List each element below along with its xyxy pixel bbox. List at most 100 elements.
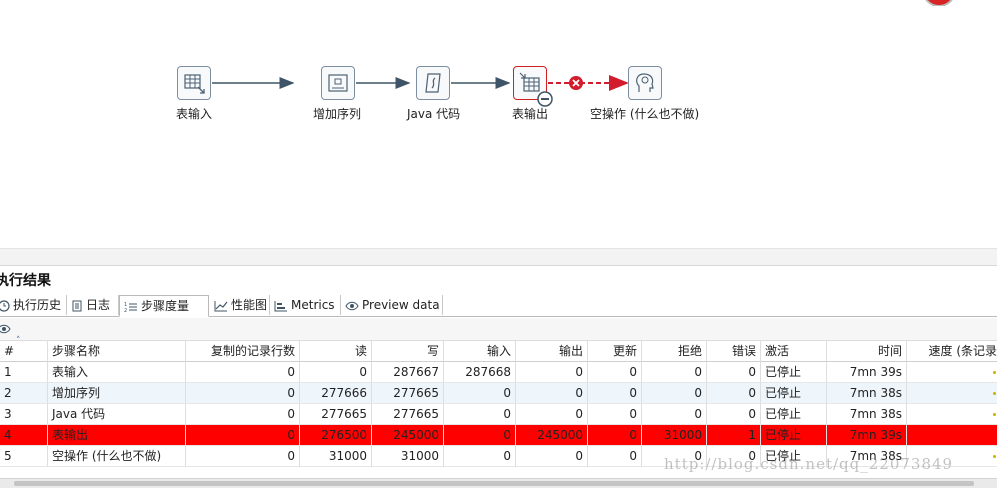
table-cell: 0 bbox=[516, 404, 588, 425]
column-header[interactable]: 输入 bbox=[444, 341, 516, 362]
transformation-canvas[interactable]: 表输入 增加序列 Java 代码 表输出 空操作 ( bbox=[0, 0, 997, 248]
table-cell: 276500 bbox=[300, 425, 372, 446]
table-cell: 0 bbox=[444, 425, 516, 446]
tab-performance-chart[interactable]: 性能图 bbox=[210, 295, 270, 315]
panel-title: 执行结果 bbox=[0, 273, 51, 289]
error-status-icon bbox=[537, 91, 553, 107]
table-cell: 0 bbox=[707, 362, 761, 383]
table-cell: 0 bbox=[444, 404, 516, 425]
column-header[interactable]: 复制的记录行数 bbox=[186, 341, 300, 362]
panel-splitter[interactable] bbox=[0, 248, 997, 266]
table-cell: 0 bbox=[186, 404, 300, 425]
tab-step-metrics[interactable]: 1 2 步骤度量 bbox=[119, 295, 209, 317]
results-tabs: 执行历史 日志 1 2 步骤度量 性能图 Metrics Preview data bbox=[0, 295, 997, 317]
table-cell: 277665 bbox=[300, 404, 372, 425]
tab-preview-data[interactable]: Preview data bbox=[341, 295, 443, 315]
table-cell: 0 bbox=[642, 404, 707, 425]
table-cell: 0 bbox=[642, 362, 707, 383]
svg-text:1: 1 bbox=[124, 302, 127, 308]
table-row[interactable]: 3 Java 代码 0 277665 277665 0 0 0 0 0 已停止 7mn 38s bbox=[0, 404, 997, 425]
tab-label: 步骤度量 bbox=[141, 299, 190, 313]
column-header[interactable]: 更新 bbox=[588, 341, 642, 362]
speed-indicator-icon bbox=[993, 413, 996, 416]
table-cell: 287667 bbox=[372, 362, 444, 383]
table-cell bbox=[907, 446, 997, 467]
table-cell: 0 bbox=[444, 446, 516, 467]
step-label-java-code: Java 代码 bbox=[407, 107, 461, 121]
table-cell: 0 bbox=[588, 446, 642, 467]
step-label-dummy: 空操作 (什么也不做) bbox=[590, 107, 700, 121]
close-badge-icon[interactable] bbox=[920, 0, 958, 6]
table-cell: 1 bbox=[0, 362, 48, 383]
table-cell: 245000 bbox=[516, 425, 588, 446]
table-cell: 0 bbox=[707, 446, 761, 467]
svg-text:2: 2 bbox=[124, 308, 127, 313]
hop-connections bbox=[212, 75, 629, 91]
tab-metrics[interactable]: Metrics bbox=[270, 295, 341, 315]
tab-label: 执行历史 bbox=[13, 298, 62, 312]
table-cell: 0 bbox=[588, 362, 642, 383]
scrollbar-thumb[interactable] bbox=[14, 481, 974, 486]
step-metrics-icon: 12 bbox=[124, 302, 137, 313]
eye-icon[interactable] bbox=[0, 323, 11, 335]
results-toolbar bbox=[0, 318, 997, 341]
step-java-code[interactable] bbox=[416, 66, 450, 100]
table-cell: 0 bbox=[186, 383, 300, 404]
table-cell: 31000 bbox=[372, 446, 444, 467]
table-cell: 0 bbox=[642, 446, 707, 467]
sort-asc-icon: ˄ bbox=[16, 336, 21, 346]
table-cell bbox=[907, 404, 997, 425]
speed-indicator-icon bbox=[993, 392, 996, 395]
history-icon bbox=[0, 299, 10, 312]
table-cell: 0 bbox=[516, 446, 588, 467]
tab-execution-history[interactable]: 执行历史 bbox=[0, 295, 67, 315]
column-header[interactable]: 激活 bbox=[761, 341, 827, 362]
table-output-icon bbox=[519, 72, 540, 92]
column-header[interactable]: 速度 (条记录 bbox=[907, 341, 997, 362]
column-header[interactable]: 输出 bbox=[516, 341, 588, 362]
table-cell: 已停止 bbox=[761, 446, 827, 467]
table-row[interactable]: 5 空操作 (什么也不做) 0 31000 31000 0 0 0 0 0 已停止 7mn 38s bbox=[0, 446, 997, 467]
table-cell: 0 bbox=[588, 425, 642, 446]
table-cell bbox=[907, 362, 997, 383]
table-row[interactable]: 1 表输入 0 0 287667 287668 0 0 0 0 已停止 7mn 39s bbox=[0, 362, 997, 383]
table-cell: 1 bbox=[707, 425, 761, 446]
table-cell: 0 bbox=[300, 362, 372, 383]
tab-label: 性能图 bbox=[231, 298, 268, 312]
step-table-input[interactable] bbox=[177, 66, 211, 100]
step-table-output[interactable] bbox=[513, 66, 547, 100]
table-cell: 已停止 bbox=[761, 383, 827, 404]
column-header[interactable]: 步骤名称 bbox=[48, 341, 186, 362]
column-header[interactable]: 拒绝 bbox=[642, 341, 707, 362]
table-cell: 277665 bbox=[372, 383, 444, 404]
table-cell: 3 bbox=[0, 404, 48, 425]
table-cell: 0 bbox=[642, 383, 707, 404]
table-cell: 4 bbox=[0, 425, 48, 446]
java-code-icon bbox=[425, 73, 441, 93]
table-cell: 31000 bbox=[300, 446, 372, 467]
error-hop-icon bbox=[569, 76, 583, 90]
column-header[interactable]: # bbox=[0, 341, 48, 362]
table-cell: 空操作 (什么也不做) bbox=[48, 446, 186, 467]
horizontal-scrollbar[interactable] bbox=[0, 478, 997, 488]
column-header[interactable]: 错误 bbox=[707, 341, 761, 362]
table-cell: 2 bbox=[0, 383, 48, 404]
step-dummy[interactable] bbox=[628, 66, 662, 100]
step-label-table-input: 表输入 bbox=[176, 107, 213, 121]
watermark: http://blog.csdn.net/qq_22073849 bbox=[664, 455, 954, 473]
table-header-row: # 步骤名称 复制的记录行数读写输入 输出 更新 拒绝 错误 激活 时间 速度 (条记录 ˄ bbox=[0, 336, 997, 362]
table-cell: 7mn 39s bbox=[827, 425, 907, 446]
tab-log[interactable]: 日志 bbox=[67, 295, 119, 315]
column-header[interactable]: 读 bbox=[300, 341, 372, 362]
table-row[interactable]: 2 增加序列 0 277666 277665 0 0 0 0 0 已停止 7mn 38s bbox=[0, 383, 997, 404]
table-cell: 287668 bbox=[444, 362, 516, 383]
table-cell: 0 bbox=[588, 383, 642, 404]
table-cell: 0 bbox=[516, 383, 588, 404]
table-cell: 7mn 39s bbox=[827, 362, 907, 383]
column-header[interactable]: 时间 bbox=[827, 341, 907, 362]
table-cell: 已停止 bbox=[761, 425, 827, 446]
column-header[interactable]: 写 bbox=[372, 341, 444, 362]
step-add-sequence[interactable] bbox=[321, 66, 355, 100]
table-row-error[interactable]: 4 表输出 0 276500 245000 0 245000 0 31000 1 已停止 7mn 39… bbox=[0, 425, 997, 446]
table-cell: 0 bbox=[186, 425, 300, 446]
